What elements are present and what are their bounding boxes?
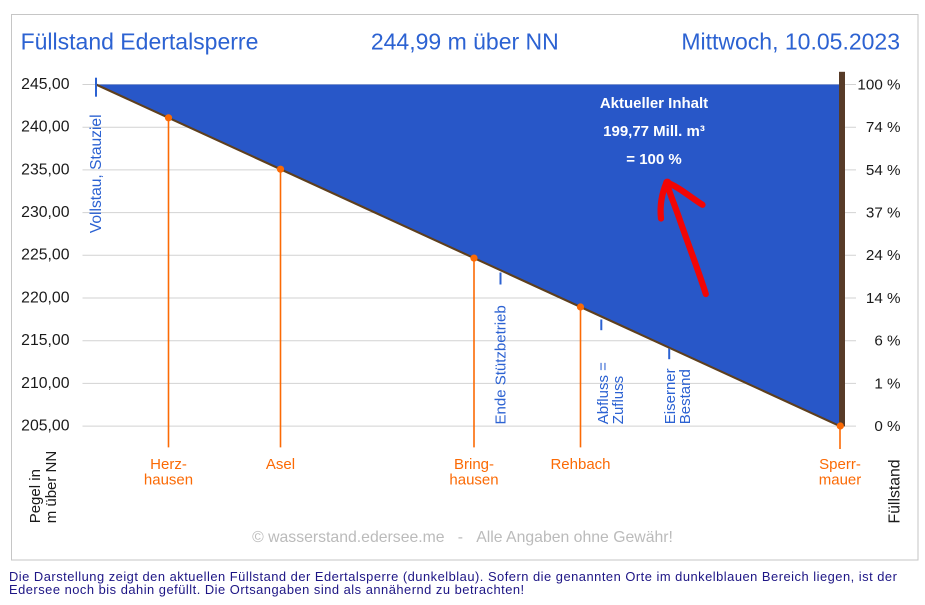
svg-text:hausen: hausen [449, 472, 498, 489]
svg-text:1 %: 1 % [874, 375, 900, 392]
svg-text:© wasserstand.edersee.me -: © wasserstand.edersee.me - Alle Angaben … [252, 529, 673, 546]
svg-text:Vollstau, Stauziel: Vollstau, Stauziel [88, 114, 105, 233]
svg-text:244,99 m über NN: 244,99 m über NN [371, 29, 559, 55]
svg-text:37 %: 37 % [866, 205, 901, 222]
svg-text:54 %: 54 % [866, 162, 901, 179]
svg-text:Sperr-: Sperr- [819, 456, 861, 473]
svg-text:Aktueller Inhalt: Aktueller Inhalt [600, 95, 708, 112]
svg-text:m über NN: m über NN [43, 451, 60, 524]
svg-text:Füllstand: Füllstand [886, 459, 903, 523]
svg-text:Eiserner: Eiserner [662, 368, 679, 424]
svg-text:hausen: hausen [144, 472, 193, 489]
svg-text:Füllstand Edertalsperre: Füllstand Edertalsperre [21, 29, 259, 55]
svg-text:220,00: 220,00 [21, 289, 70, 306]
svg-text:Bestand: Bestand [677, 369, 694, 424]
svg-text:100 %: 100 % [857, 76, 900, 93]
svg-text:Bring-: Bring- [454, 456, 494, 473]
svg-text:0 %: 0 % [874, 418, 900, 435]
svg-text:Rehbach: Rehbach [550, 456, 610, 473]
svg-text:245,00: 245,00 [21, 76, 70, 93]
svg-text:Mittwoch, 10.05.2023: Mittwoch, 10.05.2023 [681, 29, 900, 55]
svg-text:24 %: 24 % [866, 247, 901, 264]
svg-text:mauer: mauer [819, 472, 862, 489]
svg-text:240,00: 240,00 [21, 119, 70, 136]
svg-text:Pegel in: Pegel in [27, 469, 44, 523]
svg-text:235,00: 235,00 [21, 161, 70, 178]
svg-text:Zufluss: Zufluss [610, 376, 627, 424]
svg-text:Asel: Asel [266, 456, 295, 473]
svg-text:Herz-: Herz- [150, 456, 187, 473]
svg-text:14 %: 14 % [866, 290, 901, 307]
svg-text:210,00: 210,00 [21, 375, 70, 392]
svg-text:205,00: 205,00 [21, 418, 70, 435]
svg-text:Ende Stützbetrieb: Ende Stützbetrieb [493, 305, 510, 424]
svg-text:225,00: 225,00 [21, 247, 70, 264]
svg-text:6 %: 6 % [874, 333, 900, 350]
svg-text:230,00: 230,00 [21, 204, 70, 221]
svg-text:199,77 Mill. m³: 199,77 Mill. m³ [603, 123, 705, 140]
svg-text:Abfluss =: Abfluss = [595, 362, 612, 424]
svg-text:74 %: 74 % [866, 119, 901, 136]
svg-text:= 100 %: = 100 % [626, 151, 681, 168]
svg-text:215,00: 215,00 [21, 332, 70, 349]
